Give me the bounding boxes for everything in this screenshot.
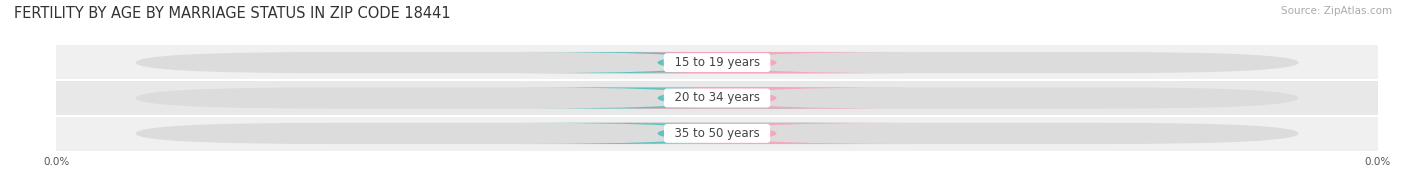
Text: 15 to 19 years: 15 to 19 years [666,56,768,69]
Text: 0.0%: 0.0% [733,93,761,103]
Text: 35 to 50 years: 35 to 50 years [666,127,768,140]
Text: 0.0%: 0.0% [733,128,761,138]
Bar [56,116,1378,151]
Bar [56,80,1378,116]
FancyBboxPatch shape [578,52,915,73]
FancyBboxPatch shape [578,87,915,109]
Text: Source: ZipAtlas.com: Source: ZipAtlas.com [1281,6,1392,16]
Text: 0.0%: 0.0% [733,58,761,68]
FancyBboxPatch shape [135,87,1299,109]
Text: 0.0%: 0.0% [673,58,702,68]
FancyBboxPatch shape [135,52,1299,73]
Text: FERTILITY BY AGE BY MARRIAGE STATUS IN ZIP CODE 18441: FERTILITY BY AGE BY MARRIAGE STATUS IN Z… [14,6,451,21]
Bar [56,45,1378,80]
FancyBboxPatch shape [135,123,1299,144]
FancyBboxPatch shape [519,87,856,109]
Text: 0.0%: 0.0% [673,93,702,103]
Text: 0.0%: 0.0% [673,128,702,138]
Text: 20 to 34 years: 20 to 34 years [666,92,768,104]
FancyBboxPatch shape [519,123,856,144]
FancyBboxPatch shape [578,123,915,144]
FancyBboxPatch shape [519,52,856,73]
